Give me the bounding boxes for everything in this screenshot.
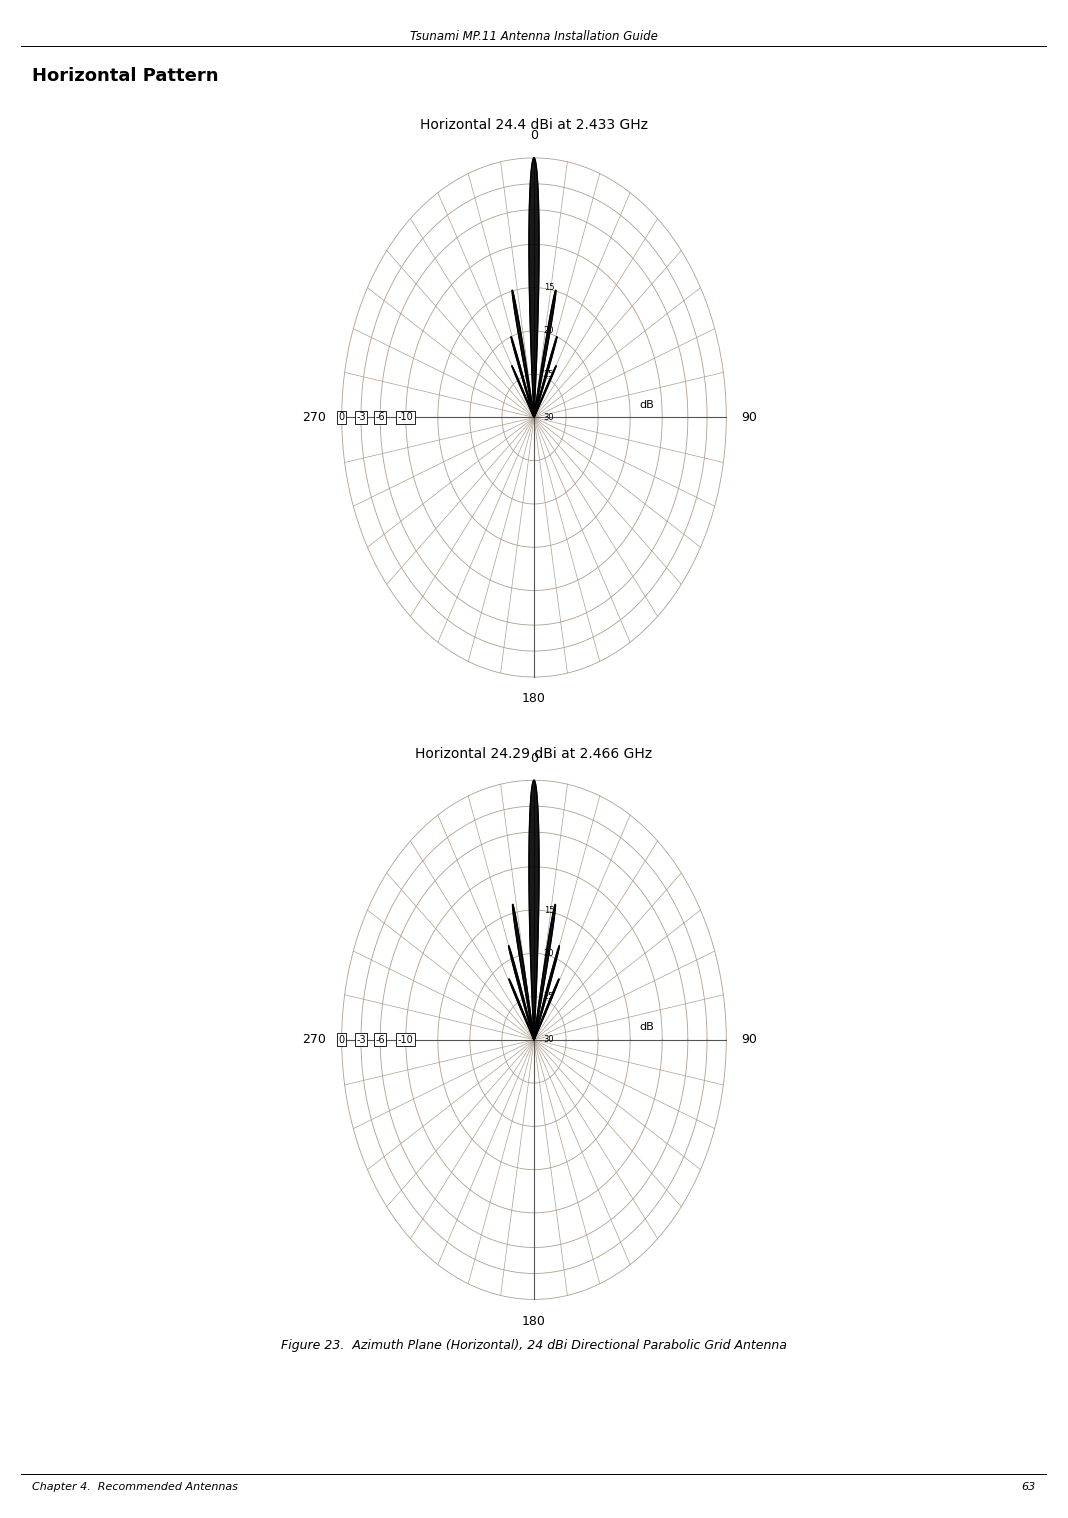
Text: 0: 0 [339,413,345,422]
Text: Horizontal Pattern: Horizontal Pattern [32,67,219,85]
Text: -3: -3 [356,413,365,422]
Text: dB: dB [640,1022,655,1032]
Text: 270: 270 [302,411,327,424]
Text: Horizontal 24.4 dBi at 2.433 GHz: Horizontal 24.4 dBi at 2.433 GHz [420,118,648,132]
Text: 0: 0 [339,1035,345,1044]
Polygon shape [508,780,560,1040]
Text: -6: -6 [375,1035,384,1044]
Polygon shape [511,158,557,417]
Text: -10: -10 [398,413,413,422]
Text: 20: 20 [544,326,554,335]
Text: 180: 180 [522,692,546,706]
Text: Horizontal 24.29 dBi at 2.466 GHz: Horizontal 24.29 dBi at 2.466 GHz [415,747,653,761]
Text: 25: 25 [544,993,554,1000]
Text: 270: 270 [302,1034,327,1046]
Text: 0: 0 [530,751,538,765]
Text: 30: 30 [544,1035,554,1044]
Text: 0: 0 [530,129,538,143]
Text: 30: 30 [544,413,554,422]
Text: 20: 20 [544,949,554,958]
Text: -6: -6 [375,413,384,422]
Text: 63: 63 [1022,1482,1036,1492]
Text: 90: 90 [741,1034,757,1046]
Text: 25: 25 [544,370,554,378]
Text: Chapter 4.  Recommended Antennas: Chapter 4. Recommended Antennas [32,1482,238,1492]
Text: -3: -3 [356,1035,365,1044]
Text: 15: 15 [544,284,554,291]
Text: 90: 90 [741,411,757,424]
Text: dB: dB [640,399,655,410]
Text: 180: 180 [522,1315,546,1328]
Text: Tsunami MP.11 Antenna Installation Guide: Tsunami MP.11 Antenna Installation Guide [410,30,658,44]
Text: -10: -10 [398,1035,413,1044]
Text: Figure 23.  Azimuth Plane (Horizontal), 24 dBi Directional Parabolic Grid Antenn: Figure 23. Azimuth Plane (Horizontal), 2… [281,1339,787,1353]
Text: 15: 15 [544,906,554,914]
